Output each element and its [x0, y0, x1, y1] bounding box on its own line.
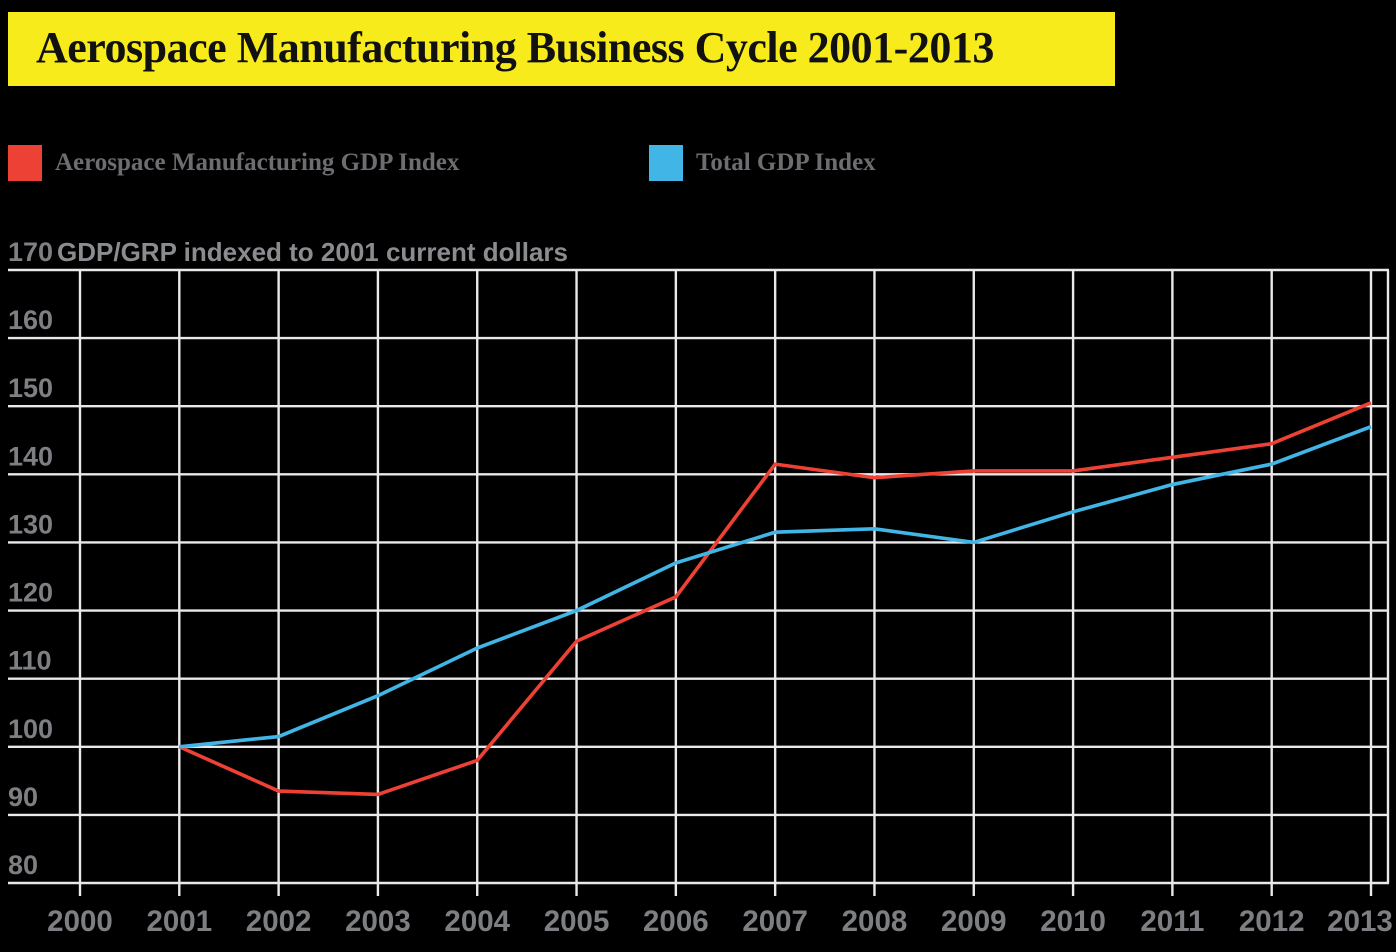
x-tick-label-2002: 2002: [246, 905, 312, 938]
legend-swatch-total-gdp: [649, 144, 683, 181]
y-grid: 170 160 150 140 130 120 110 100 90 80 GDP/GRP inde…: [8, 237, 1389, 885]
x-tick-label-2000: 2000: [47, 905, 113, 938]
legend-swatch-aerospace-gdp: [8, 144, 42, 181]
y-tick-label-120: 120: [8, 578, 53, 608]
x-tick-label-2009: 2009: [941, 905, 1007, 938]
y-tick-label-150: 150: [8, 373, 53, 403]
x-tick-label-2004: 2004: [444, 905, 510, 938]
y-tick-label-100: 100: [8, 714, 53, 744]
x-tick-label-2011: 2011: [1140, 905, 1204, 938]
y-tick-label-170: 170: [8, 237, 53, 267]
y-tick-label-80: 80: [8, 850, 38, 880]
y-axis-title: GDP/GRP indexed to 2001 current dollars: [57, 237, 568, 267]
x-tick-label-2007: 2007: [742, 905, 808, 938]
x-tick-label-2003: 2003: [345, 905, 411, 938]
page-title: Aerospace Manufacturing Business Cycle 2…: [36, 23, 994, 72]
series-line-aerospace-manufacturing-gdp-index: [178, 401, 1372, 797]
legend-label-total-gdp: Total GDP Index: [696, 148, 876, 176]
y-tick-label-110: 110: [8, 646, 52, 676]
y-tick-label-90: 90: [8, 782, 38, 812]
x-tick-label-2006: 2006: [643, 905, 709, 938]
legend-label-aerospace-gdp: Aerospace Manufacturing GDP Index: [55, 148, 460, 176]
legend-item-total-gdp: Total GDP Index: [649, 144, 876, 181]
series-line-total-gdp-index: [179, 424, 1372, 749]
legend-item-aerospace-gdp: Aerospace Manufacturing GDP Index: [8, 144, 459, 181]
x-tick-label-2001: 2001: [146, 905, 212, 938]
x-tick-label-2005: 2005: [544, 905, 610, 938]
x-grid: 2000 2001 2002 2003 2004 2005 2006 2007 2008 2009…: [47, 270, 1393, 938]
x-tick-label-2010: 2010: [1040, 905, 1106, 938]
y-tick-label-140: 140: [8, 441, 53, 471]
x-tick-label-2008: 2008: [842, 905, 908, 938]
y-tick-label-130: 130: [8, 509, 53, 539]
x-tick-label-2013: 2013: [1327, 905, 1393, 938]
x-tick-label-2012: 2012: [1239, 905, 1305, 938]
y-tick-label-160: 160: [8, 305, 53, 335]
title-banner: Aerospace Manufacturing Business Cycle 2…: [8, 12, 1115, 86]
